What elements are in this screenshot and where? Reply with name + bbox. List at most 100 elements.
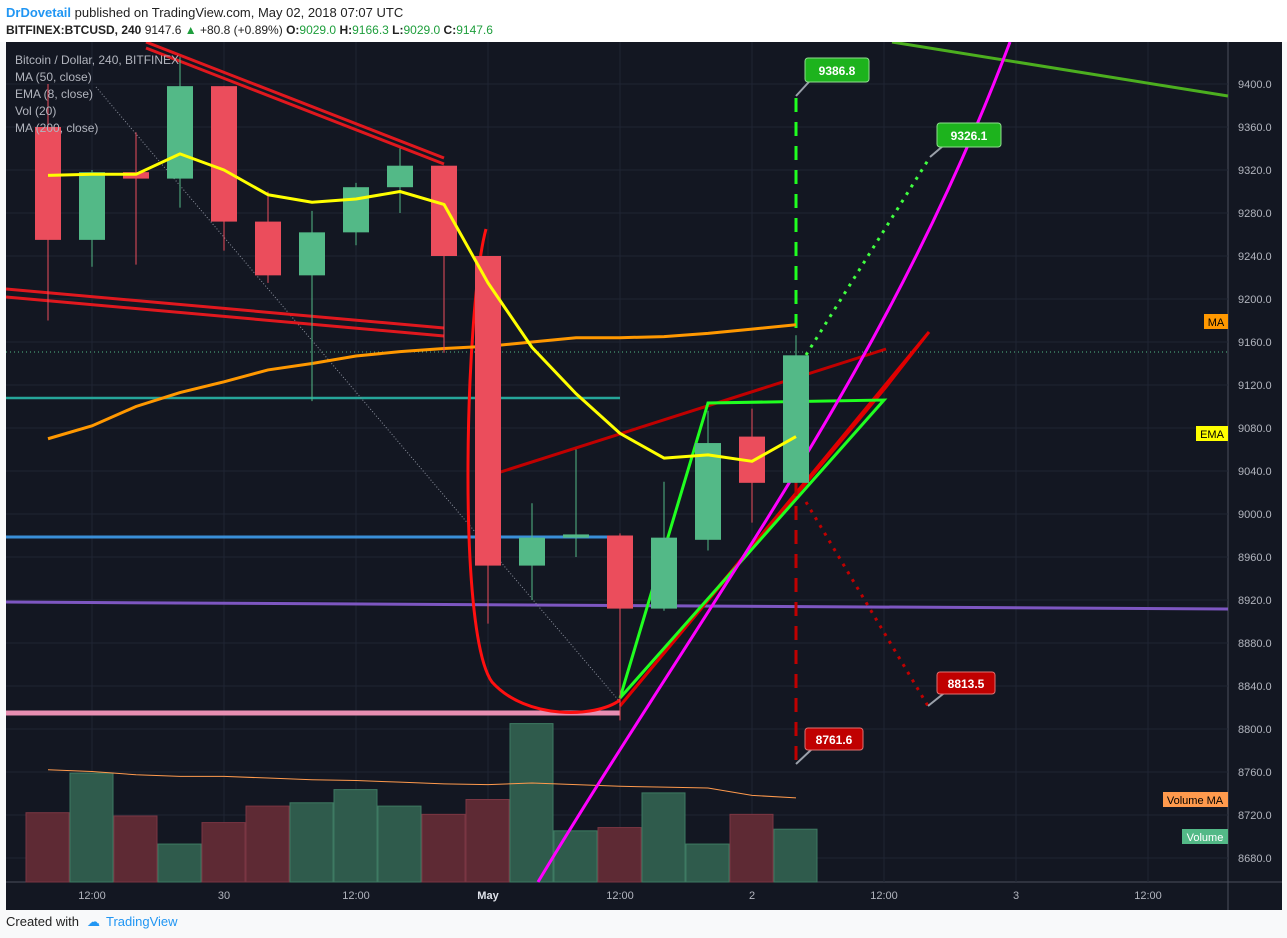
target-callouts: 9386.8 9326.1 8813.5 8761.6 <box>795 57 1002 765</box>
legend-ma200[interactable]: MA (200, close) <box>15 121 98 135</box>
price-tick-label: 8800.0 <box>1238 724 1272 736</box>
price-tick-label: 8880.0 <box>1238 638 1272 650</box>
ema-layer <box>47 152 797 463</box>
candle-body[interactable] <box>607 535 633 609</box>
candle-layer <box>35 57 809 721</box>
upper-channel-line[interactable] <box>487 347 887 478</box>
cloud-icon: ☁ <box>87 914 100 929</box>
legend-vol[interactable]: Vol (20) <box>15 104 56 118</box>
author-link[interactable]: DrDovetail <box>6 5 72 20</box>
ma-tag <box>1204 314 1228 329</box>
time-tick-label: 12:00 <box>78 890 106 902</box>
legend-ema8[interactable]: EMA (8, close) <box>15 87 93 101</box>
candle-body[interactable] <box>519 537 545 566</box>
open-label: O: <box>286 23 300 37</box>
long-trend-line-green[interactable] <box>891 40 1229 98</box>
candle-body[interactable] <box>651 537 677 609</box>
candle-body[interactable] <box>563 534 589 538</box>
symbol-line: BITFINEX:BTCUSD, 240 9147.6 ▲ +80.8 (+0.… <box>6 23 493 37</box>
volume-bar <box>773 828 818 883</box>
legend-ma50[interactable]: MA (50, close) <box>15 70 92 84</box>
legend-title: Bitcoin / Dollar, 240, BITFINEX <box>15 53 179 67</box>
volume-bar <box>25 812 70 883</box>
candle-body[interactable] <box>35 127 61 240</box>
candle-body[interactable] <box>387 165 413 188</box>
callout-8761[interactable]: 8761.6 <box>795 727 864 765</box>
callout-9386-label: 9386.8 <box>819 64 856 78</box>
ema-tag <box>1196 426 1228 441</box>
time-axis[interactable]: 12:00 30 12:00 May 12:00 2 12:00 3 12:00 <box>78 890 1162 902</box>
volume-bar <box>377 805 422 883</box>
price-tick-label: 8960.0 <box>1238 552 1272 564</box>
callout-9326[interactable]: 9326.1 <box>929 122 1002 158</box>
candle-body[interactable] <box>299 232 325 276</box>
callout-8813-label: 8813.5 <box>948 677 985 691</box>
volume-bar <box>685 843 730 883</box>
last-price: 9147.6 <box>144 23 182 37</box>
candle-body[interactable] <box>343 187 369 233</box>
price-tick-label: 9400.0 <box>1238 79 1272 91</box>
volume-bar <box>641 792 686 883</box>
price-tick-label: 8680.0 <box>1238 853 1272 865</box>
volume-layer <box>25 723 818 883</box>
price-tick-label: 9280.0 <box>1238 208 1272 220</box>
time-tick-label: 12:00 <box>870 890 898 902</box>
moving-average-layer <box>47 323 797 441</box>
low-value: 9029.0 <box>403 23 441 37</box>
time-tick-label: 30 <box>218 890 230 902</box>
volume-bar <box>289 802 334 883</box>
candle-body[interactable] <box>79 172 105 240</box>
high-value: 9166.3 <box>352 23 389 37</box>
ema-line <box>47 152 797 463</box>
target-projection-up-dotted[interactable] <box>804 156 932 356</box>
price-change: +80.8 (+0.89%) <box>199 23 283 37</box>
price-tick-label: 9000.0 <box>1238 509 1272 521</box>
rounded-bottom-curve[interactable] <box>466 228 621 714</box>
volume-ma-layer <box>47 769 797 799</box>
publish-header: DrDovetail published on TradingView.com,… <box>0 0 1287 42</box>
downtrend-line-lower-b[interactable] <box>5 295 445 338</box>
price-tick-label: 9080.0 <box>1238 423 1272 435</box>
chart-background <box>6 42 1282 910</box>
volume-ma-line <box>47 769 797 799</box>
publish-line: DrDovetail published on TradingView.com,… <box>6 5 403 20</box>
volume-bar <box>421 813 466 883</box>
volume-bar <box>69 772 114 883</box>
price-tick-label: 8760.0 <box>1238 767 1272 779</box>
candle-body[interactable] <box>255 221 281 276</box>
time-tick-label: 12:00 <box>606 890 634 902</box>
callout-8761-label: 8761.6 <box>816 733 853 747</box>
price-tick-label: 9320.0 <box>1238 165 1272 177</box>
price-tick-label: 8840.0 <box>1238 681 1272 693</box>
callout-9386[interactable]: 9386.8 <box>795 57 870 97</box>
candle-body[interactable] <box>695 443 721 540</box>
ma-line <box>47 323 797 441</box>
created-with-text: Created with <box>6 914 79 929</box>
callout-8813[interactable]: 8813.5 <box>927 671 996 707</box>
tradingview-brand: TradingView <box>106 914 178 929</box>
price-tick-label: 9040.0 <box>1238 466 1272 478</box>
candle-body[interactable] <box>475 256 501 566</box>
axis-tags: MA EMA Volume MA Volume <box>1163 314 1228 844</box>
chart-area[interactable]: 9386.8 9326.1 8813.5 8761.6 Bitcoin / Do… <box>5 40 1282 910</box>
price-axis[interactable]: 9400.0 9360.0 9320.0 9280.0 9240.0 9200.0 9160… <box>1238 79 1272 865</box>
price-tick-label: 9360.0 <box>1238 122 1272 134</box>
time-tick-label: 12:00 <box>342 890 370 902</box>
downtrend-line-lower-a[interactable] <box>5 287 445 330</box>
price-chart[interactable]: 9386.8 9326.1 8813.5 8761.6 Bitcoin / Do… <box>5 40 1282 910</box>
volume-bar <box>465 799 510 883</box>
tradingview-logo[interactable]: ☁ TradingView <box>87 914 178 930</box>
symbol-label: BITFINEX:BTCUSD, 240 <box>6 23 142 37</box>
downtrend-line-upper-a[interactable] <box>145 40 445 160</box>
candle-body[interactable] <box>211 86 237 222</box>
volume-bar <box>509 723 554 883</box>
downtrend-line-upper-b[interactable] <box>145 46 445 166</box>
price-tick-label: 8920.0 <box>1238 595 1272 607</box>
candle-body[interactable] <box>167 86 193 179</box>
target-projection-down-dotted[interactable] <box>804 501 930 707</box>
price-tick-label: 8720.0 <box>1238 810 1272 822</box>
candle-body[interactable] <box>431 165 457 256</box>
volume-bar <box>201 822 246 883</box>
high-label: H: <box>339 23 353 37</box>
candle-body[interactable] <box>783 355 809 483</box>
